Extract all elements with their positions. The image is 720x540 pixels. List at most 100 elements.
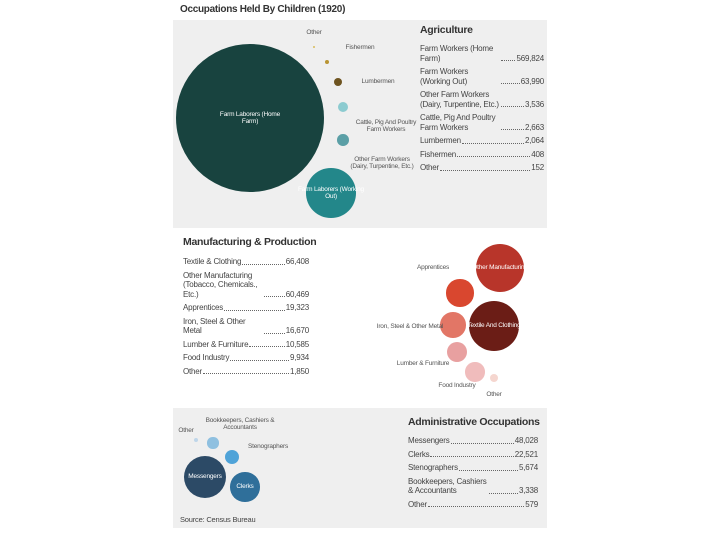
list-row: Other Farm Workers (Dairy, Turpentine, E… <box>420 90 544 109</box>
list-row: Messengers 48,028 <box>408 436 538 446</box>
list-value: 10,585 <box>285 339 309 349</box>
leader <box>242 263 285 265</box>
list-value: 63,990 <box>520 76 544 86</box>
bubble-label: Lumbermen <box>361 78 395 86</box>
bubble <box>176 44 324 192</box>
list-label: Bookkeepers, Cashiers & Accountants <box>408 476 487 496</box>
section-title: Administrative Occupations <box>408 416 540 428</box>
bubble-label: Other <box>306 29 322 37</box>
list-label: Lumbermen <box>420 136 461 145</box>
list-row: Other Manufacturing (Tobacco, Chemicals.… <box>183 271 309 300</box>
leader <box>249 346 285 347</box>
bubble-label: Iron, Steel & Other Metal <box>376 323 444 331</box>
list-value: 19,323 <box>285 303 309 312</box>
panel <box>173 408 547 528</box>
list-row: Food Industry 9,934 <box>183 353 309 363</box>
leader <box>501 60 516 61</box>
bubble-label: Clerks <box>236 483 254 491</box>
list-label: Food Industry <box>183 353 230 362</box>
bubble-label: Other Farm Workers (Dairy, Turpentine, E… <box>350 155 414 171</box>
leader <box>458 469 518 471</box>
list-label: Other <box>420 163 440 172</box>
bubble <box>440 312 466 338</box>
list-row: Bookkeepers, Cashiers & Accountants 3,338 <box>408 477 538 496</box>
bubble-label: Lumber & Furniture <box>396 360 450 368</box>
list-value: 66,408 <box>285 257 309 266</box>
list-label: Stenographers <box>408 463 458 472</box>
value-list: Farm Workers (Home Farm) 569,824 Farm Work… <box>420 44 544 177</box>
list-label: Messengers <box>408 436 450 445</box>
list-row: Stenographers 5,674 <box>408 463 538 473</box>
list-row: Fishermen 408 <box>420 150 544 160</box>
bubble <box>193 437 199 443</box>
bubble <box>475 243 525 293</box>
leader <box>501 83 520 84</box>
bubble-label: Farm Laborers (Home Farm) <box>219 110 281 126</box>
list-value: 152 <box>531 163 544 172</box>
list-label: Other Manufacturing (Tobacco, Chemicals.… <box>183 270 258 299</box>
list-label: Lumber & Furniture <box>183 339 249 349</box>
list-label: Other <box>408 499 428 509</box>
leader <box>501 129 524 130</box>
list-label: Apprentices <box>183 303 224 312</box>
bubble <box>446 341 468 363</box>
leader <box>501 106 524 107</box>
leader <box>450 442 514 444</box>
value-list: Messengers 48,028 Clerks 22,521 Stenographer… <box>408 436 538 513</box>
list-label: Clerks <box>408 449 430 459</box>
bubble <box>489 373 499 383</box>
bubble-label: Apprentices <box>416 264 450 272</box>
list-label: Fishermen <box>420 149 456 159</box>
bubble <box>337 101 349 113</box>
list-value: 3,536 <box>524 99 544 109</box>
bubble <box>230 472 260 502</box>
list-value: 5,674 <box>518 463 538 472</box>
list-value: 579 <box>525 499 538 509</box>
list-label: Farm Workers (Home Farm) <box>420 44 494 63</box>
bubble-label: Cattle, Pig And Poultry Farm Workers <box>355 118 417 134</box>
leader <box>224 309 285 311</box>
bubble <box>312 45 316 49</box>
list-label: Farm Workers (Working Out) <box>420 67 469 86</box>
list-label: Cattle, Pig And Poultry Farm Workers <box>420 113 496 132</box>
leader <box>264 332 285 334</box>
bubble-label: Messengers <box>188 473 222 481</box>
bubble <box>207 437 219 449</box>
list-value: 2,064 <box>524 136 544 145</box>
bubble-label: Other <box>178 427 194 435</box>
value-list: Textile & Clothing 66,408 Other Manufactur… <box>183 257 309 380</box>
list-label: Other Farm Workers (Dairy, Turpentine, E… <box>420 90 499 109</box>
bubble-label: Other <box>486 391 502 399</box>
leader <box>489 492 518 494</box>
list-row: Apprentices 19,323 <box>183 303 309 313</box>
list-row: Lumbermen 2,064 <box>420 136 544 146</box>
bubble-label: Other Manufacturing <box>472 264 528 272</box>
list-label: Iron, Steel & Other Metal <box>183 316 246 336</box>
bubble <box>224 449 240 465</box>
list-value: 569,824 <box>516 53 544 63</box>
list-value: 408 <box>531 149 544 159</box>
list-row: Other 579 <box>408 500 538 510</box>
list-row: Other 1,850 <box>183 367 309 377</box>
section-title: Agriculture <box>420 24 473 36</box>
list-row: Iron, Steel & Other Metal 16,670 <box>183 317 309 336</box>
source: Source: Census Bureau <box>180 515 256 524</box>
bubble <box>183 455 227 499</box>
list-value: 1,850 <box>289 366 309 376</box>
leader <box>457 156 531 157</box>
list-row: Other 152 <box>420 163 544 173</box>
leader <box>428 506 525 507</box>
leader <box>461 142 524 144</box>
list-value: 9,934 <box>289 353 309 362</box>
list-label: Textile & Clothing <box>183 257 242 266</box>
bubble <box>325 60 329 64</box>
bubble-label: Food Industry <box>438 382 476 390</box>
leader <box>440 169 531 171</box>
list-value: 22,521 <box>514 449 538 459</box>
leader <box>430 456 514 457</box>
leader <box>230 359 289 361</box>
bubble <box>333 77 343 87</box>
bubble <box>337 134 349 146</box>
list-row: Lumber & Furniture 10,585 <box>183 340 309 350</box>
